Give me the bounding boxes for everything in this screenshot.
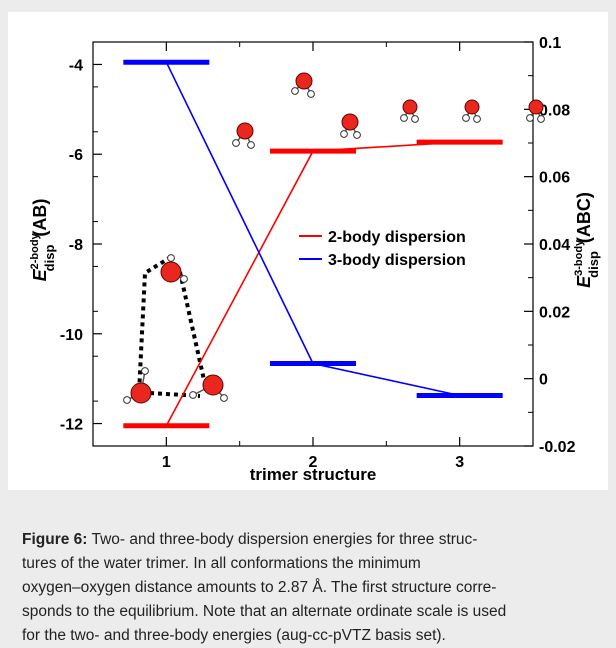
left-tick-label: -8 (69, 237, 83, 254)
left-axis-label-tail: (AB) (30, 199, 50, 237)
caption-label: Figure 6: (22, 531, 88, 548)
hydrogen-atom (189, 391, 197, 399)
right-tick-label: 0.04 (539, 237, 570, 254)
right-axis-label: E3-bodydisp (ABC) (573, 192, 601, 288)
left-tick-label: -4 (69, 57, 83, 74)
hydrogen-atom (400, 114, 408, 122)
molecules-layer (123, 72, 545, 404)
hydrogen-atom (537, 115, 545, 123)
water-molecule-icon (526, 99, 545, 123)
series-line (165, 141, 460, 427)
legend-layer: 2-body dispersion 3-body dispersion (294, 223, 508, 274)
hydrogen-atom (353, 131, 361, 139)
right-tick-label: 0.06 (539, 170, 570, 187)
right-axis-label-sup: 3-body (573, 239, 585, 276)
oxygen-atom (202, 374, 224, 396)
right-tick-label: 0.02 (539, 304, 570, 321)
hydrogen-atom (462, 114, 470, 122)
left-tick-label: -12 (60, 417, 83, 434)
hydrogen-atom (180, 275, 188, 283)
right-axis-label-tail: (ABC) (574, 192, 594, 243)
hydrogen-atom (411, 115, 419, 123)
legend-label: 2-body dispersion (328, 229, 466, 246)
hydrogen-atom (167, 254, 175, 262)
caption-line-4: sponds to the equilibrium. Note that an … (22, 603, 507, 620)
x-tick-label: 3 (455, 454, 464, 471)
hydrogen-atom (220, 394, 228, 402)
water-molecule-icon (232, 122, 255, 149)
water-molecule-icon (400, 99, 419, 123)
right-axis-label-sub: disp (586, 251, 601, 278)
left-tick-label: -6 (69, 147, 83, 164)
right-tick-label: -0.02 (539, 439, 576, 456)
figure-caption: Figure 6: Two- and three-body dispersion… (22, 528, 602, 648)
legend-label: 3-body dispersion (328, 252, 466, 269)
water-molecule-icon (123, 367, 152, 404)
right-tick-label: 0 (539, 372, 548, 389)
water-molecule-icon (291, 72, 315, 98)
hydrogen-atom (307, 90, 315, 98)
water-molecule-icon (462, 99, 481, 123)
water-molecule-icon (340, 113, 361, 139)
x-tick-label: 2 (309, 454, 318, 471)
hydrogen-atom (340, 130, 348, 138)
left-axis-label-sub: disp (42, 245, 57, 272)
left-axis-label-main: E (30, 268, 50, 281)
oxygen-atom (295, 72, 313, 90)
hydrogen-atom (526, 114, 534, 122)
oxygen-atom (528, 99, 544, 115)
axes-layer: 1 2 3 -12 -10 -8 -6 -4 -0.02 0 0.02 0.04 0.06 0.08 0.1 (60, 35, 576, 471)
svg-text:E2-bodydisp(AB): E2-bodydisp (AB) (29, 199, 57, 282)
hydrogen-atom (247, 141, 255, 149)
caption-line-1: Two- and three-body dispersion energies … (87, 531, 478, 548)
hydrogen-atom (141, 367, 149, 375)
dispersion-chart: 1 2 3 -12 -10 -8 -6 -4 -0.02 0 0.02 0.04 0.06 0.08 0.1… (29, 35, 601, 484)
oxygen-atom (160, 261, 182, 283)
oxygen-atom (341, 113, 359, 131)
right-axis-label-main: E (574, 275, 594, 288)
caption-line-3: oxygen–oxygen distance amounts to 2.87 Å… (22, 579, 497, 596)
oxygen-atom (464, 99, 480, 115)
water-molecule-icon (160, 254, 188, 283)
left-tick-label: -10 (60, 327, 83, 344)
series-line (165, 61, 460, 397)
hbond-dots (137, 255, 173, 394)
hydrogen-atom (291, 87, 299, 95)
x-tick-label: 1 (162, 454, 171, 471)
right-tick-label: 0.08 (539, 102, 570, 119)
legend-box (294, 223, 508, 274)
hydrogen-atom (123, 396, 131, 404)
oxygen-atom (236, 122, 254, 140)
hydrogen-atom (473, 115, 481, 123)
left-axis-label: E2-bodydisp (AB) (29, 199, 57, 282)
x-axis-label: trimer structure (250, 465, 377, 484)
left-axis-label-sup: 2-body (29, 232, 41, 269)
series-layer (123, 59, 503, 429)
right-tick-label: 0.1 (539, 35, 561, 52)
water-molecule-icon (189, 374, 228, 402)
svg-text:E3-bodydisp(ABC): E3-bodydisp (ABC) (573, 192, 601, 288)
oxygen-atom (402, 99, 418, 115)
oxygen-atom (130, 382, 152, 404)
caption-line-5: for the two- and three-body energies (au… (22, 627, 446, 644)
caption-line-2: tures of the water trimer. In all confor… (22, 555, 421, 572)
hbond-dots (178, 271, 206, 381)
hydrogen-atom (232, 139, 240, 147)
